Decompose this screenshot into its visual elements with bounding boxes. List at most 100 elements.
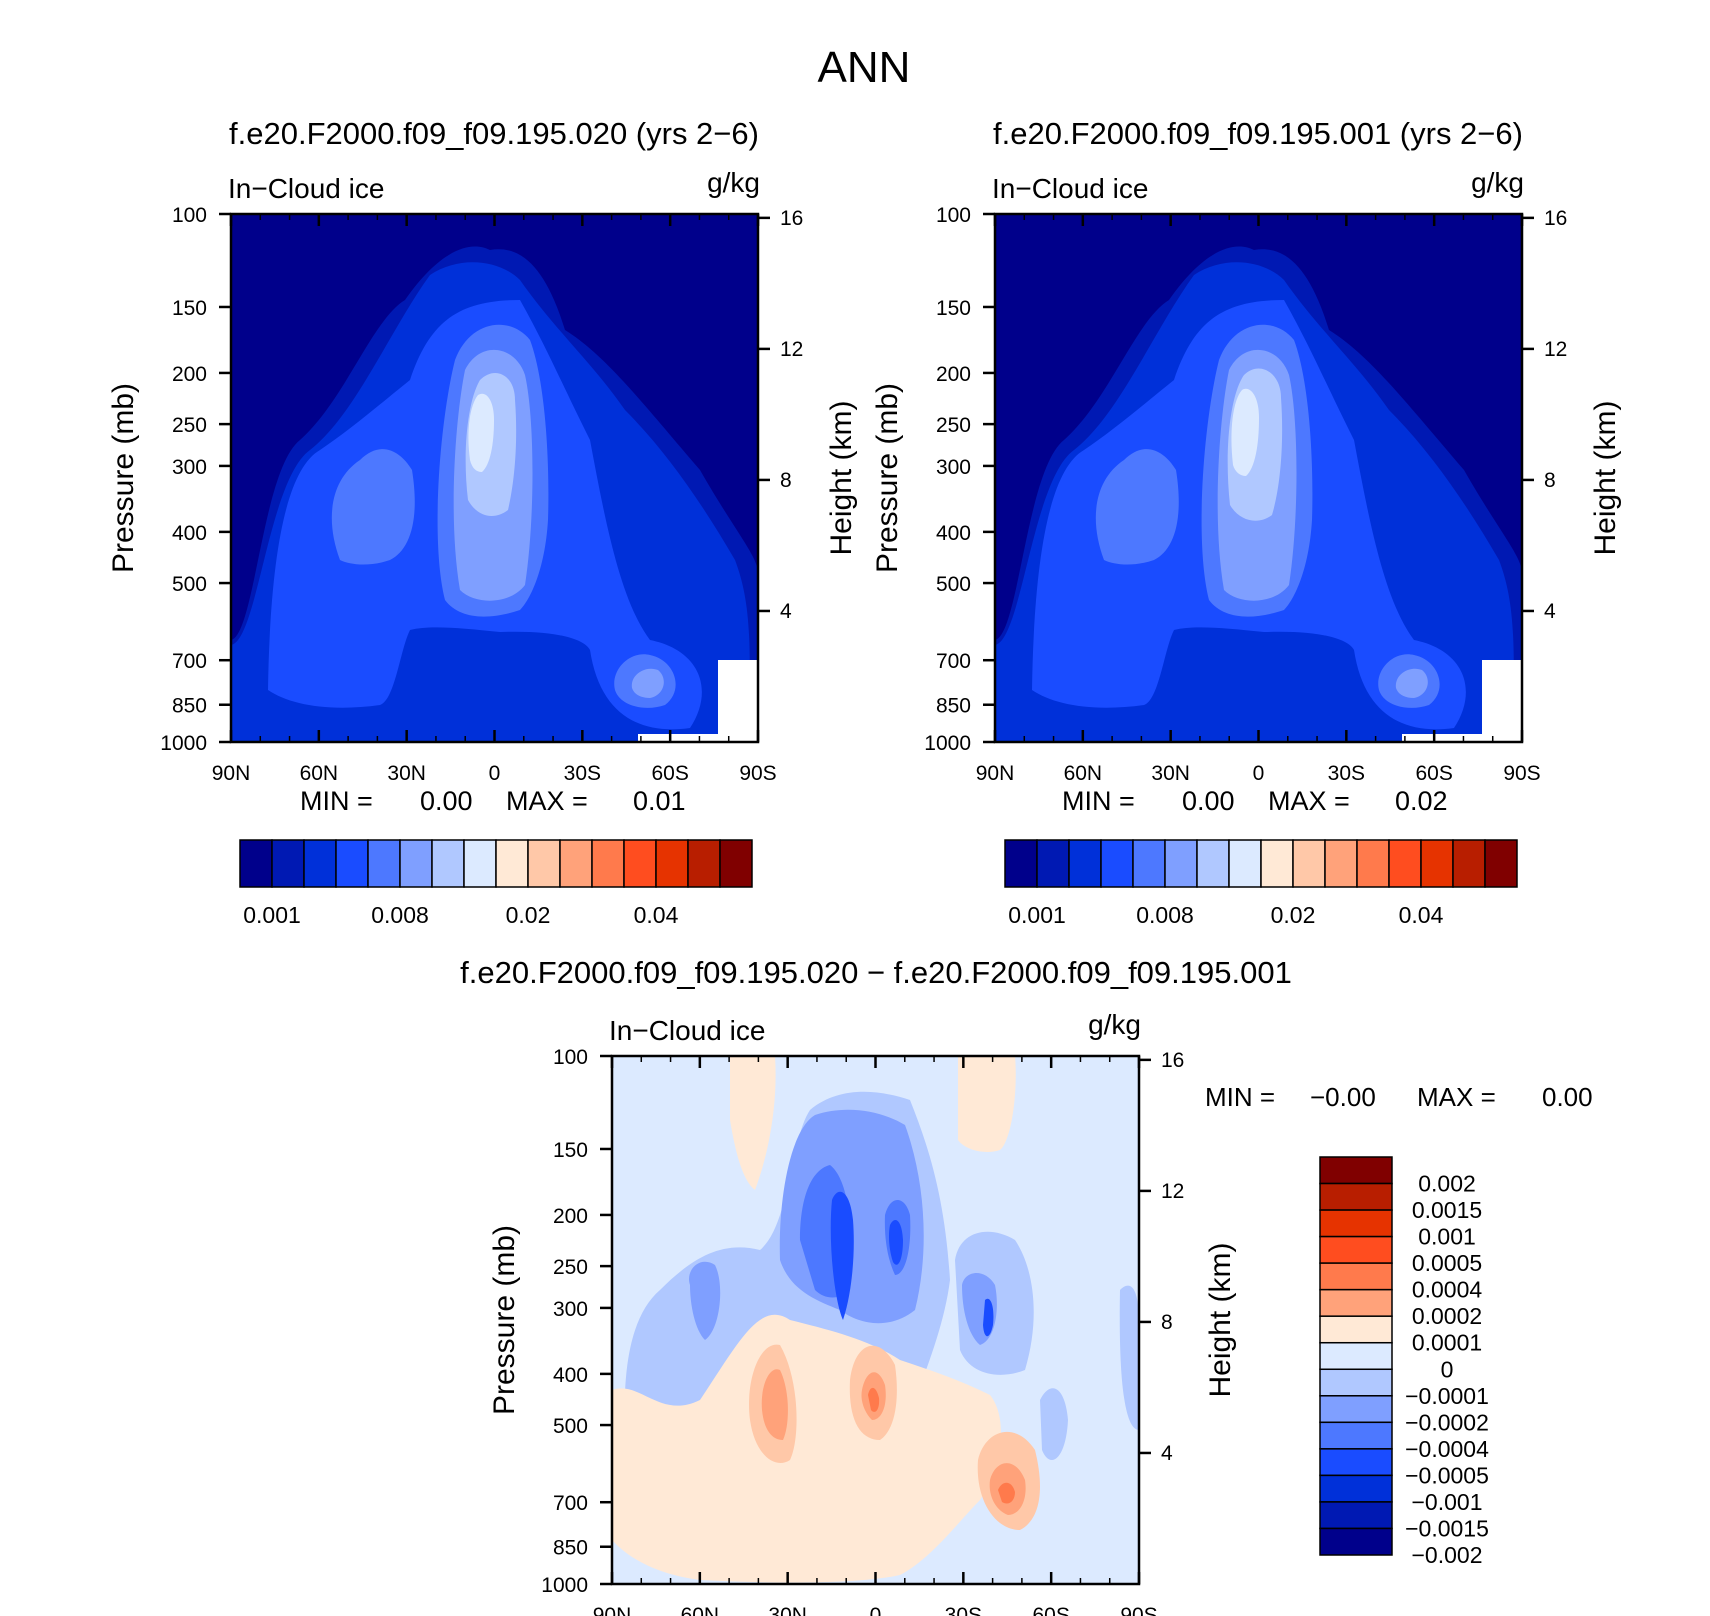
- colorbar-label: 0.001: [1008, 902, 1066, 928]
- y-pressure-label: 250: [936, 414, 971, 437]
- colorbar-swatch: [1100, 839, 1134, 888]
- y-height-label: 8: [1161, 1311, 1173, 1334]
- colorbar-swatch: [1196, 839, 1230, 888]
- colorbar-swatch: [719, 839, 753, 888]
- y-height-label: 16: [1544, 207, 1567, 230]
- panel-2-ylabel-right: Height (km): [1589, 400, 1622, 555]
- colorbar-swatch: [495, 839, 529, 888]
- colorbar-swatch: [1292, 839, 1326, 888]
- y-pressure-label: 500: [936, 573, 971, 596]
- y-pressure-label: 100: [553, 1046, 588, 1069]
- colorbar-label: −0.0002: [1405, 1409, 1489, 1435]
- contour-blank: [1482, 660, 1522, 742]
- y-pressure-label: 850: [172, 695, 207, 718]
- colorbar-swatch: [1004, 839, 1038, 888]
- colorbar-label: 0.001: [243, 902, 301, 928]
- colorbar-swatch: [1356, 839, 1390, 888]
- y-pressure-label: 100: [172, 204, 207, 227]
- colorbar-swatch: [1319, 1235, 1393, 1264]
- contour-pos4: [868, 1387, 1015, 1504]
- panel-3-min-label: MIN =: [1205, 1082, 1275, 1112]
- x-tick-label: 60N: [1064, 762, 1103, 785]
- x-tick-label: 0: [1253, 762, 1265, 785]
- y-pressure-label: 1000: [541, 1574, 588, 1597]
- x-tick-label: 90S: [1120, 1604, 1157, 1616]
- y-pressure-label: 250: [172, 414, 207, 437]
- colorbar-swatch: [239, 839, 273, 888]
- panel-1-title: f.e20.F2000.f09_f09.195.020 (yrs 2−6): [229, 116, 759, 151]
- panel-1-variable: In−Cloud ice: [228, 173, 384, 204]
- colorbar-swatch: [1319, 1209, 1393, 1238]
- colorbar-swatch: [1036, 839, 1070, 888]
- panel-3-variable: In−Cloud ice: [609, 1015, 765, 1046]
- colorbar-label: 0.001: [1418, 1224, 1476, 1250]
- panel-3-ylabel-left: Pressure (mb): [488, 1225, 521, 1415]
- panel-1-min-label: MIN =: [300, 786, 373, 816]
- panel-2-max-value: 0.02: [1395, 786, 1448, 816]
- colorbar-label: 0.008: [371, 902, 429, 928]
- panel-3: f.e20.F2000.f09_f09.195.020 − f.e20.F200…: [460, 955, 1592, 1616]
- colorbar-swatch: [687, 839, 721, 888]
- y-height-label: 16: [780, 207, 803, 230]
- panel-1-colorbar: 0.001 0.008 0.02 0.04: [239, 839, 753, 928]
- y-height-label: 12: [1544, 338, 1567, 361]
- x-tick-label: 90N: [593, 1604, 632, 1616]
- panel-2-contours: [995, 214, 1522, 742]
- panel-2-title: f.e20.F2000.f09_f09.195.001 (yrs 2−6): [993, 116, 1523, 151]
- colorbar-swatch: [623, 839, 657, 888]
- contour-l7: [1231, 388, 1259, 476]
- panel-1-units: g/kg: [707, 167, 760, 198]
- colorbar-swatch: [1164, 839, 1198, 888]
- colorbar-label: 0.0001: [1412, 1330, 1482, 1356]
- contour-l7: [468, 393, 494, 472]
- panel-2-min-value: 0.00: [1182, 786, 1235, 816]
- panel-2-min-label: MIN =: [1062, 786, 1135, 816]
- colorbar-label: 0.0002: [1412, 1303, 1482, 1329]
- y-height-label: 8: [1544, 469, 1556, 492]
- panel-2-units: g/kg: [1471, 167, 1524, 198]
- colorbar-label: 0.0015: [1412, 1197, 1482, 1223]
- colorbar-swatch: [1420, 839, 1454, 888]
- colorbar-label: −0.002: [1412, 1542, 1483, 1568]
- x-tick-label: 30N: [768, 1604, 807, 1616]
- colorbar-swatch: [399, 839, 433, 888]
- y-height-label: 4: [1544, 600, 1556, 623]
- colorbar-swatch: [1319, 1288, 1393, 1317]
- panel-1-max-value: 0.01: [633, 786, 686, 816]
- x-tick-label: 60N: [681, 1604, 720, 1616]
- colorbar-swatch: [1319, 1156, 1393, 1185]
- panel-1-ylabel-right: Height (km): [825, 400, 858, 555]
- y-pressure-label: 700: [553, 1492, 588, 1515]
- panel-2-ylabel-left: Pressure (mb): [871, 383, 904, 573]
- panel-3-max-label: MAX =: [1417, 1082, 1496, 1112]
- colorbar-swatch: [1324, 839, 1358, 888]
- panel-2-variable: In−Cloud ice: [992, 173, 1148, 204]
- x-tick-label: 90S: [739, 762, 776, 785]
- figure-title: ANN: [818, 43, 911, 92]
- x-tick-label: 90N: [212, 762, 251, 785]
- y-pressure-label: 200: [172, 363, 207, 386]
- colorbar-swatch: [1228, 839, 1262, 888]
- panel-1-max-label: MAX =: [506, 786, 588, 816]
- colorbar-label: 0.002: [1418, 1171, 1476, 1197]
- y-pressure-label: 300: [553, 1298, 588, 1321]
- colorbar-swatch: [1260, 839, 1294, 888]
- x-tick-label: 30N: [1151, 762, 1190, 785]
- colorbar-swatch: [303, 839, 337, 888]
- colorbar-label: −0.0001: [1405, 1383, 1489, 1409]
- colorbar-label: 0.04: [1399, 902, 1444, 928]
- panel-2: f.e20.F2000.f09_f09.195.001 (yrs 2−6) In…: [871, 116, 1622, 928]
- colorbar-swatch: [1319, 1527, 1393, 1556]
- colorbar-swatch: [431, 839, 465, 888]
- y-height-label: 12: [780, 338, 803, 361]
- x-tick-label: 0: [870, 1604, 882, 1616]
- colorbar-swatch: [463, 839, 497, 888]
- y-height-label: 8: [780, 469, 792, 492]
- panel-1-axes: 90N 60N 30N 0 30S 60S 90S 100 150 200 250 300 400 500…: [160, 204, 803, 785]
- contour-neg4: [830, 1191, 994, 1337]
- colorbar-swatch: [367, 839, 401, 888]
- y-pressure-label: 700: [172, 650, 207, 673]
- colorbar-swatch: [271, 839, 305, 888]
- colorbar-swatch: [335, 839, 369, 888]
